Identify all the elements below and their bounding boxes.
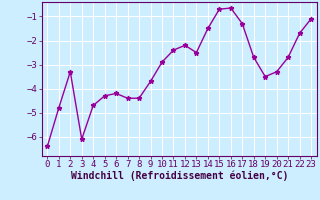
X-axis label: Windchill (Refroidissement éolien,°C): Windchill (Refroidissement éolien,°C) <box>70 171 288 181</box>
